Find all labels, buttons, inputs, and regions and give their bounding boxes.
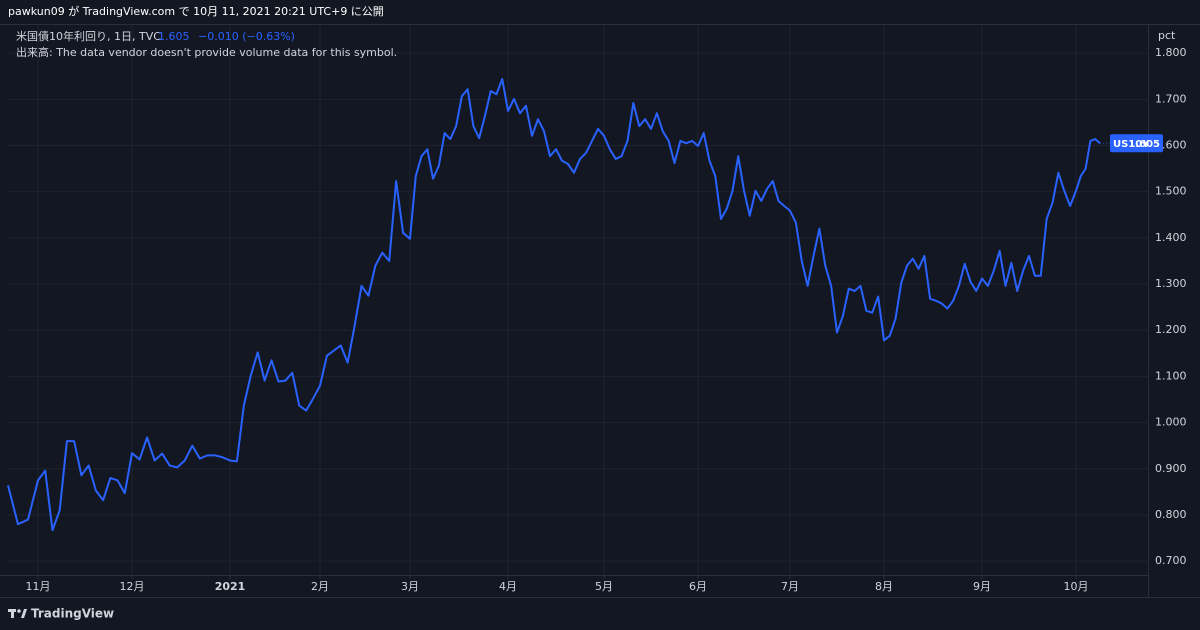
x-tick-label: 5月 (595, 580, 613, 593)
y-tick-label: 1.000 (1155, 416, 1187, 429)
x-tick-label: 12月 (120, 580, 145, 593)
y-tick-label: 0.800 (1155, 508, 1187, 521)
x-tick-label: 4月 (499, 580, 517, 593)
y-tick-label: 1.400 (1155, 231, 1187, 244)
y-tick-label: 1.300 (1155, 277, 1187, 290)
time-axis-border (0, 575, 1149, 576)
y-tick-label: 1.700 (1155, 92, 1187, 105)
volume-note: 出来高: The data vendor doesn't provide vol… (16, 45, 397, 59)
badge-symbol: US10Y (1113, 139, 1150, 150)
x-tick-label: 7月 (781, 580, 799, 593)
price-axis-border (1148, 25, 1149, 597)
y-tick-label: 0.700 (1155, 554, 1187, 567)
badge-value: 1.605 (1128, 139, 1160, 150)
legend-title: 米国債10年利回り, 1日, TVC (16, 29, 161, 43)
last-price-badge (1110, 134, 1163, 153)
y-tick-label: 1.100 (1155, 369, 1187, 382)
divider (0, 24, 1200, 25)
divider (0, 597, 1200, 598)
unit-label: pct (1158, 29, 1176, 42)
publisher: pawkun09 が TradingView.com で 10月 11, 202… (8, 4, 384, 18)
y-tick-label: 1.800 (1155, 46, 1187, 59)
y-tick-label: 1.200 (1155, 323, 1187, 336)
x-tick-label: 2月 (311, 580, 329, 593)
y-tick-label: 0.900 (1155, 462, 1187, 475)
legend-change: −0.010 (−0.63%) (198, 30, 295, 43)
x-tick-label: 11月 (26, 580, 51, 593)
y-tick-label: 1.500 (1155, 185, 1187, 198)
grid (8, 25, 1148, 575)
x-tick-label: 8月 (875, 580, 893, 593)
x-tick-label: 3月 (401, 580, 419, 593)
legend-value: 1.605 (158, 30, 190, 43)
x-tick-label: 10月 (1064, 580, 1089, 593)
x-tick-label: 2021 (215, 580, 246, 593)
price-line (7, 78, 1101, 532)
brand: TradingView (31, 607, 114, 621)
x-tick-label: 6月 (689, 580, 707, 593)
x-tick-label: 9月 (973, 580, 991, 593)
brand-logo (8, 609, 27, 618)
